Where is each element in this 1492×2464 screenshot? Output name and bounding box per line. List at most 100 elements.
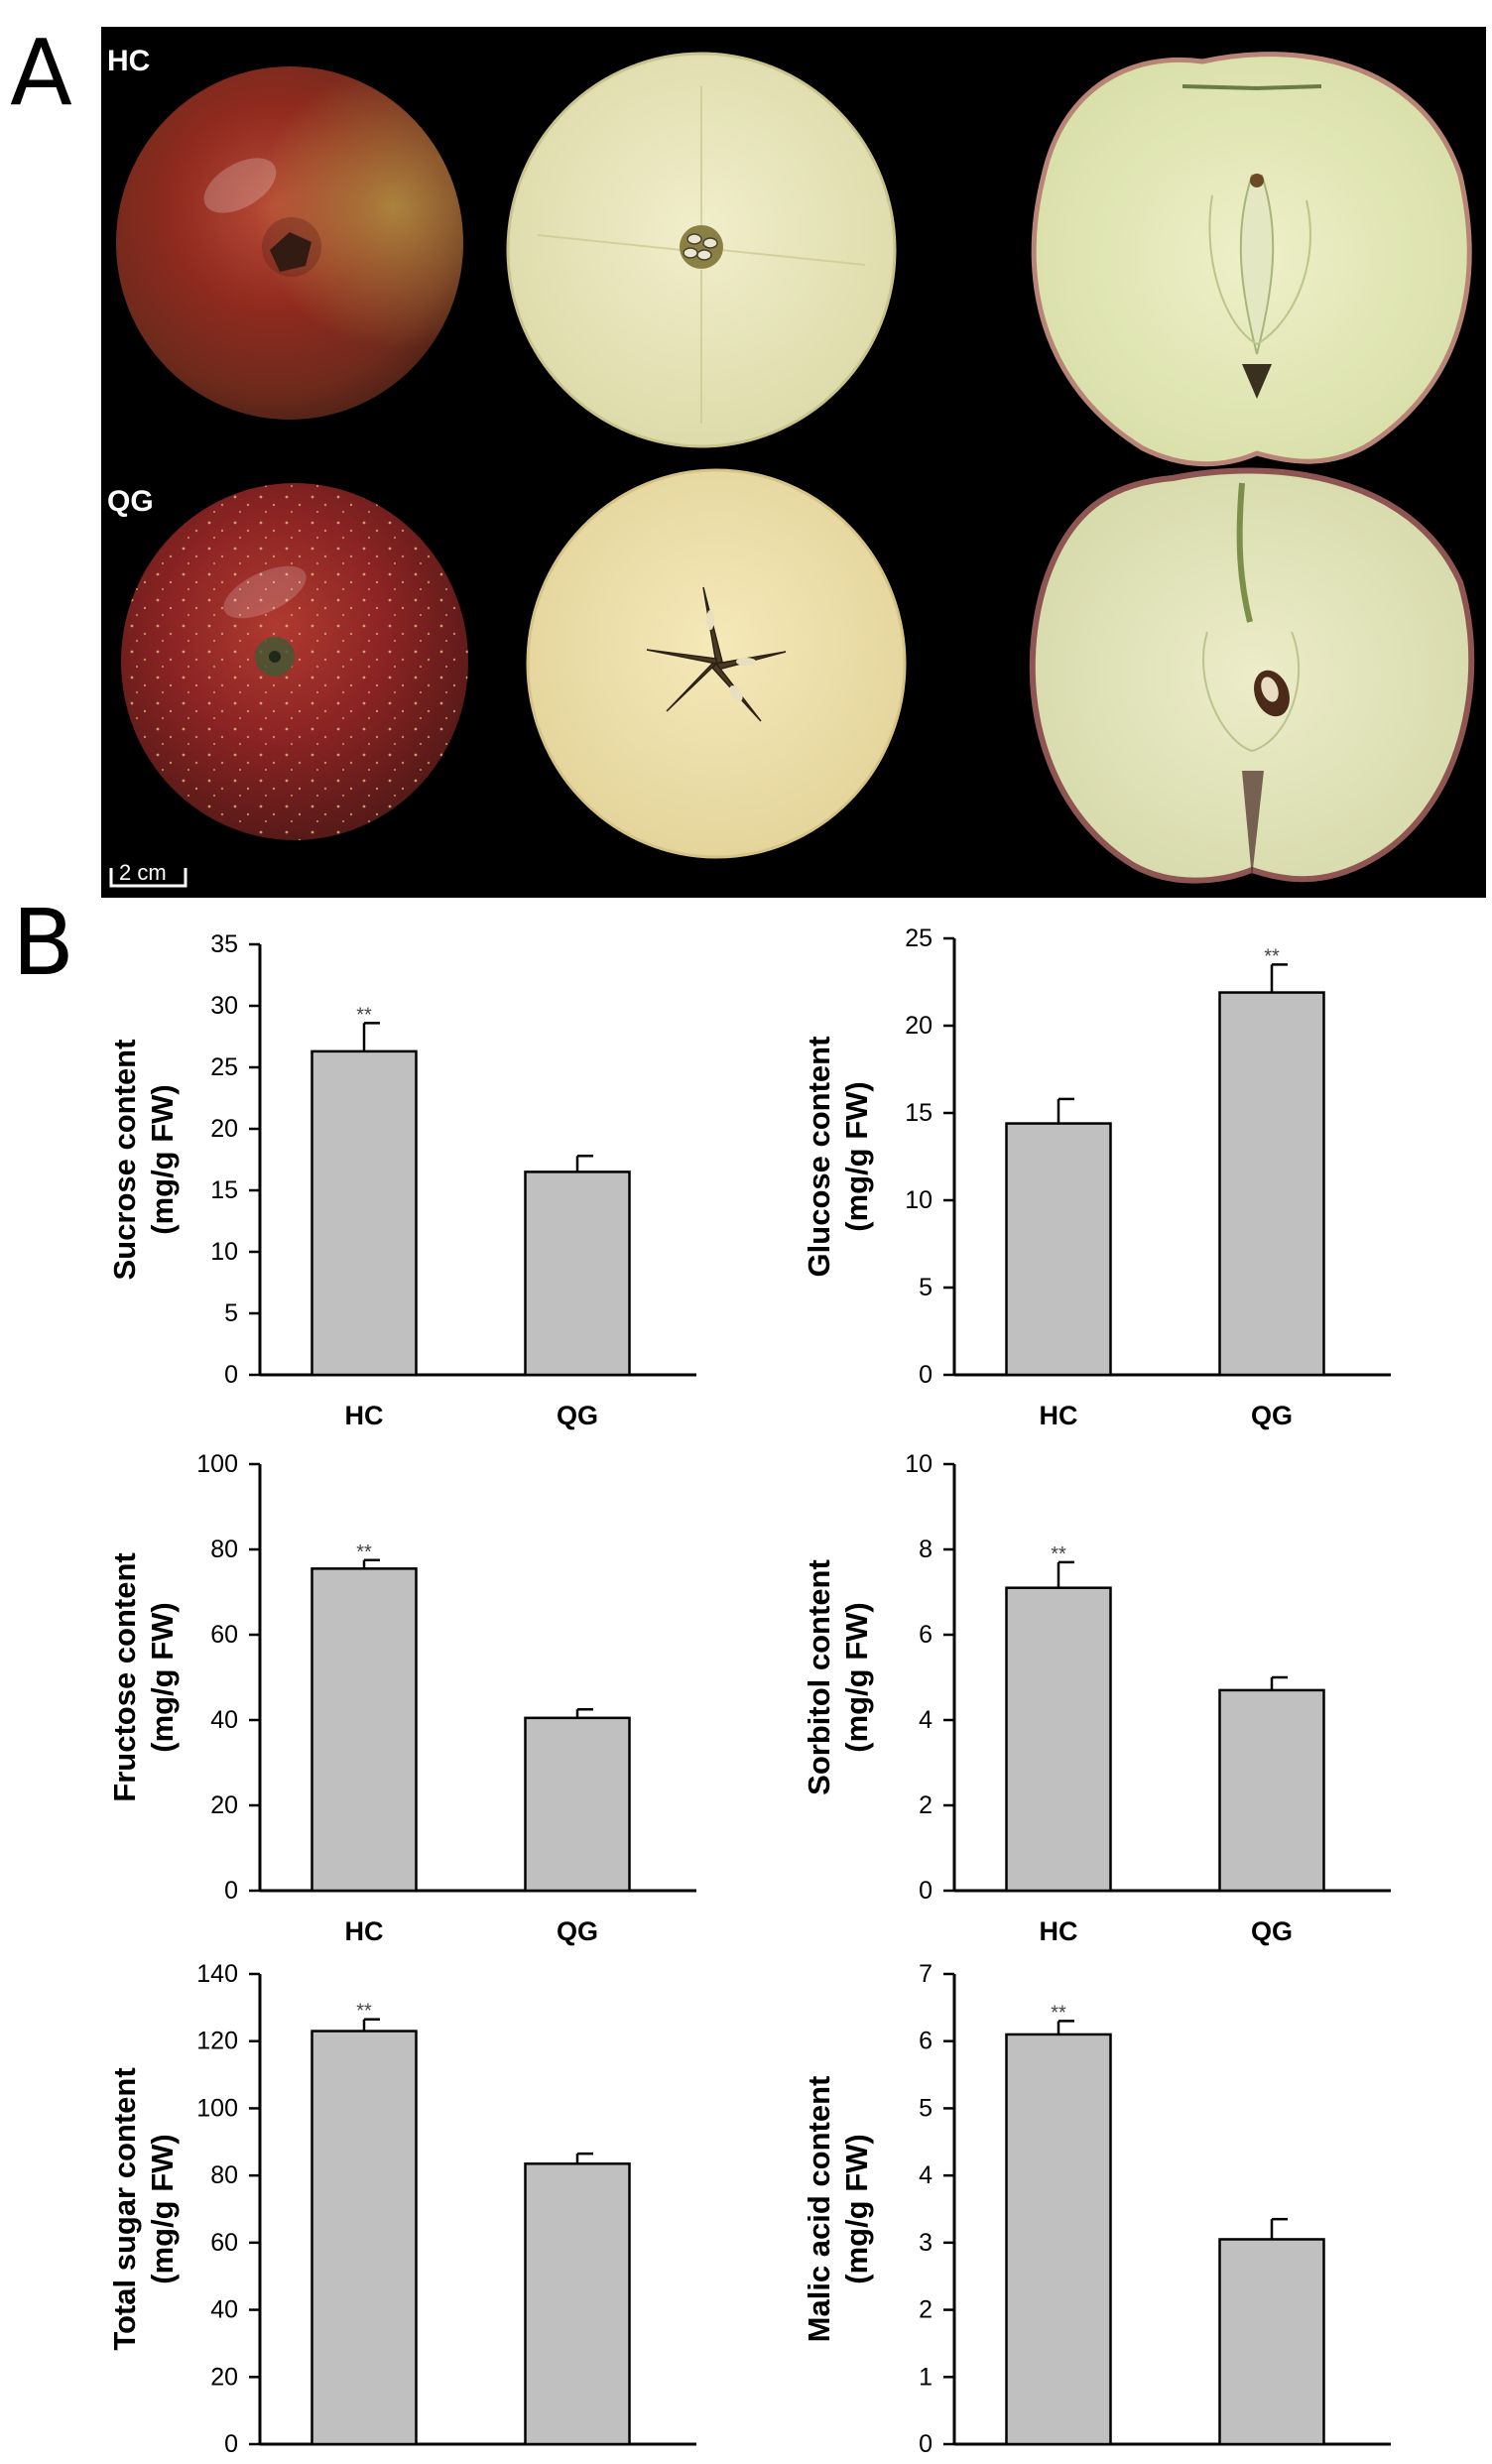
y-tick-label: 60 [210,1621,238,1649]
scale-bar-label: 2 cm [119,860,167,885]
qg-cross-section [526,468,907,859]
bar-hc [1005,1122,1112,1377]
bar-qg [1218,991,1325,1377]
y-tick-label: 5 [919,2094,932,2122]
y-tick-label: 100 [196,2094,238,2122]
y-tick-label: 100 [196,1450,238,1478]
y-axis-label: Malic acid content(mg/g FW) [802,2076,874,2343]
y-tick-label: 20 [210,1791,238,1819]
y-tick-label: 0 [919,2430,932,2458]
significance-marker-hc: ** [1051,2002,1066,2024]
panel-label-b: B [12,890,75,996]
y-axis-label-line-1: Glucose content [802,1037,836,1278]
y-axis-label: Sorbitol content(mg/g FW) [802,1559,874,1795]
bar-hc [311,1049,418,1377]
y-tick-label: 10 [905,1186,932,1214]
y-axis-label: Glucose content(mg/g FW) [802,1037,874,1278]
y-axis-label-line-2: (mg/g FW) [839,2134,874,2284]
y-axis-label-line-1: Sucrose content [107,1040,142,1281]
x-tick-label-hc: HC [1040,1401,1078,1430]
y-tick-label: 40 [210,1706,238,1734]
y-tick-label: 0 [224,2430,238,2458]
bar-qg [524,2162,631,2446]
y-axis-label: Sucrose content(mg/g FW) [107,1040,180,1281]
y-tick-label: 2 [919,1791,932,1819]
significance-marker-qg: ** [1264,945,1280,967]
y-tick-label: 7 [919,1960,932,1988]
significance-marker-hc: ** [356,1541,372,1563]
y-tick-label: 0 [919,1361,932,1389]
y-tick-label: 15 [210,1176,238,1204]
y-tick-label: 30 [210,992,238,1020]
y-tick-label: 0 [224,1361,238,1389]
y-tick-label: 25 [210,1053,238,1081]
chart-sucrose-content: 0 5 10 15 20 25 30 35 Sucrose content(mg/g FW) **… [107,930,696,1430]
hc-whole-apple [116,66,463,420]
photo-row-label-qg: QG [107,485,154,518]
x-tick-label-hc: HC [345,1401,384,1430]
y-tick-label: 35 [210,930,238,958]
y-tick-label: 4 [919,1706,932,1734]
y-tick-label: 20 [210,1115,238,1143]
y-tick-label: 0 [224,1877,238,1905]
panel-label-a: A [10,20,72,126]
y-tick-label: 20 [905,1012,932,1040]
hc-longitudinal-section [1031,52,1472,467]
chart-fructose-content: 0 20 40 60 80 100 Fructose content(mg/g FW) ** H… [107,1450,696,1946]
y-tick-label: 20 [210,2363,238,2391]
bar-hc [311,1567,418,1893]
bar-hc [311,2030,418,2446]
bar-qg [524,1170,631,1377]
x-tick-label-hc: HC [345,1916,384,1946]
y-axis-label-line-2: (mg/g FW) [839,1602,874,1753]
y-axis-label: Total sugar content(mg/g FW) [107,2067,180,2350]
bar-qg [1218,1688,1325,1893]
chart-total-sugar-content: 0 20 40 60 80 100 120 140 Total sugar content(mg… [107,1960,696,2458]
bar-hc [1005,1586,1112,1893]
y-tick-label: 10 [210,1238,238,1266]
x-tick-label-hc: HC [1040,1916,1078,1946]
y-axis-label-line-1: Fructose content [107,1552,142,1801]
chart-sorbitol-content: 0 2 4 6 8 10 Sorbitol content(mg/g FW) ** HC QG [802,1450,1391,1946]
y-tick-label: 1 [919,2363,932,2391]
qg-longitudinal-section [1029,467,1475,884]
x-tick-label-qg: QG [1251,1401,1293,1430]
bar-hc [1005,2033,1112,2446]
scale-bar: 2 cm [109,860,187,888]
y-tick-label: 5 [919,1274,932,1301]
y-tick-label: 60 [210,2229,238,2257]
y-tick-label: 6 [919,1621,932,1649]
significance-marker-hc: ** [356,2001,372,2023]
y-tick-label: 120 [196,2028,238,2055]
hc-cross-section [506,52,897,448]
y-tick-label: 2 [919,2296,932,2324]
y-axis-label-line-2: (mg/g FW) [145,2134,180,2284]
significance-marker-hc: ** [356,1004,372,1026]
apple-photo-panel: HC QG 2 cm [101,27,1486,898]
apple-photographs: HC QG 2 cm [107,45,1475,888]
bar-qg [1218,2238,1325,2446]
x-tick-label-qg: QG [557,1916,598,1946]
x-tick-label-qg: QG [1251,1916,1293,1946]
y-axis-label-line-1: Total sugar content [107,2067,142,2350]
y-axis-label-line-2: (mg/g FW) [145,1084,180,1235]
y-tick-label: 80 [210,2161,238,2189]
y-tick-label: 0 [919,1877,932,1905]
y-tick-label: 6 [919,2028,932,2055]
significance-marker-hc: ** [1051,1543,1066,1565]
y-tick-label: 4 [919,2161,932,2189]
y-tick-label: 140 [196,1960,238,1988]
y-axis-label: Fructose content(mg/g FW) [107,1552,180,1801]
x-tick-label-qg: QG [557,1401,598,1430]
photo-row-label-hc: HC [107,45,150,77]
y-tick-label: 3 [919,2229,932,2257]
y-axis-label-line-1: Sorbitol content [802,1559,836,1795]
y-tick-label: 15 [905,1099,932,1127]
y-tick-label: 8 [919,1536,932,1563]
y-tick-label: 40 [210,2296,238,2324]
y-axis-label-line-2: (mg/g FW) [839,1081,874,1232]
y-axis-label-line-2: (mg/g FW) [145,1602,180,1753]
qg-whole-apple [121,483,468,840]
